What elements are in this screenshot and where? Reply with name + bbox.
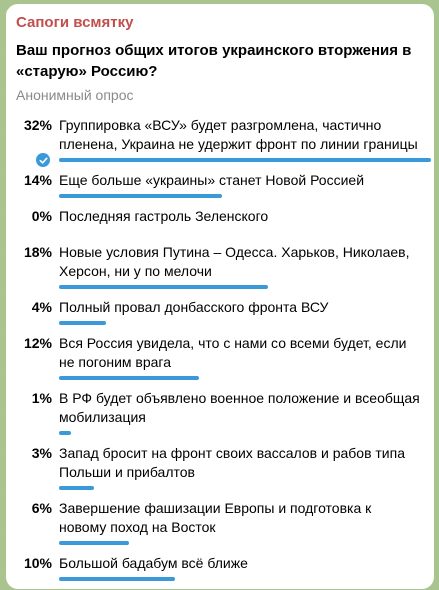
poll-message-bubble: Сапоги всмятку Ваш прогноз общих итогов … [6, 4, 434, 589]
poll-option-percent: 1% [31, 390, 52, 406]
poll-option-percent: 10% [23, 555, 52, 571]
poll-option-percent: 0% [31, 208, 52, 224]
poll-option-result-bar [59, 577, 175, 581]
poll-option[interactable]: 3% Запад бросит на фронт своих вассалов и… [16, 444, 420, 499]
poll-option-result-bar [59, 486, 94, 490]
poll-option-percent: 3% [31, 445, 52, 461]
poll-option[interactable]: 4% Полный провал донбасского фронта ВСУ [16, 298, 420, 334]
poll-option-text: В РФ будет объявлено военное положение и… [59, 390, 420, 425]
poll-option[interactable]: 14% Еще больше «украины» станет Новой Рос… [16, 171, 420, 207]
poll-option[interactable]: 0% Последняя гастроль Зеленского [16, 207, 420, 243]
poll-type-label: Анонимный опрос [16, 87, 134, 103]
poll-option-text: Завершение фашизации Европы и подготовка… [59, 500, 372, 535]
poll-option-text: Полный провал донбасского фронта ВСУ [59, 299, 329, 315]
poll-option-result-bar [59, 285, 268, 289]
poll-option-percent: 12% [23, 335, 52, 351]
poll-option-result-bar [59, 541, 129, 545]
poll-option[interactable]: 10% Большой бадабум всё ближе [16, 554, 420, 590]
poll-option-text: Группировка «ВСУ» будет разгромлена, час… [59, 117, 418, 152]
poll-option-result-bar [59, 431, 71, 435]
poll-option-text: Последняя гастроль Зеленского [59, 208, 269, 224]
poll-option[interactable]: 1% В РФ будет объявлено военное положение… [16, 389, 420, 444]
poll-option-text: Новые условия Путина – Одесса. Харьков, … [59, 244, 410, 279]
poll-option[interactable]: 12% Вся Россия увидела, что с нами со все… [16, 334, 420, 389]
poll-option-result-bar [59, 376, 199, 380]
poll-option-text: Запад бросит на фронт своих вассалов и р… [59, 445, 405, 480]
poll-options: 32% Группировка «ВСУ» будет разгромлена, … [16, 116, 431, 590]
poll-option-percent: 32% [23, 117, 52, 133]
poll-option[interactable]: 18% Новые условия Путина – Одесса. Харько… [16, 243, 420, 298]
poll-option-percent: 4% [31, 299, 52, 315]
poll-option-result-bar [59, 158, 431, 162]
poll-option-text: Большой бадабум всё ближе [59, 555, 248, 571]
poll-option-percent: 6% [31, 500, 52, 516]
poll-question: Ваш прогноз общих итогов украинского вто… [16, 42, 412, 80]
poll-option[interactable]: 32% Группировка «ВСУ» будет разгромлена, … [16, 116, 431, 171]
poll-option-percent: 18% [23, 244, 52, 260]
poll-option-result-bar [59, 321, 106, 325]
poll-option-result-bar [59, 194, 222, 198]
poll-option[interactable]: 6% Завершение фашизации Европы и подготов… [16, 499, 420, 554]
channel-name[interactable]: Сапоги всмятку [16, 14, 134, 31]
poll-option-text: Еще больше «украины» станет Новой Россие… [59, 172, 365, 188]
poll-option-percent: 14% [23, 172, 52, 188]
voted-check-icon [36, 153, 50, 167]
poll-option-text: Вся Россия увидела, что с нами со всеми … [59, 335, 407, 370]
